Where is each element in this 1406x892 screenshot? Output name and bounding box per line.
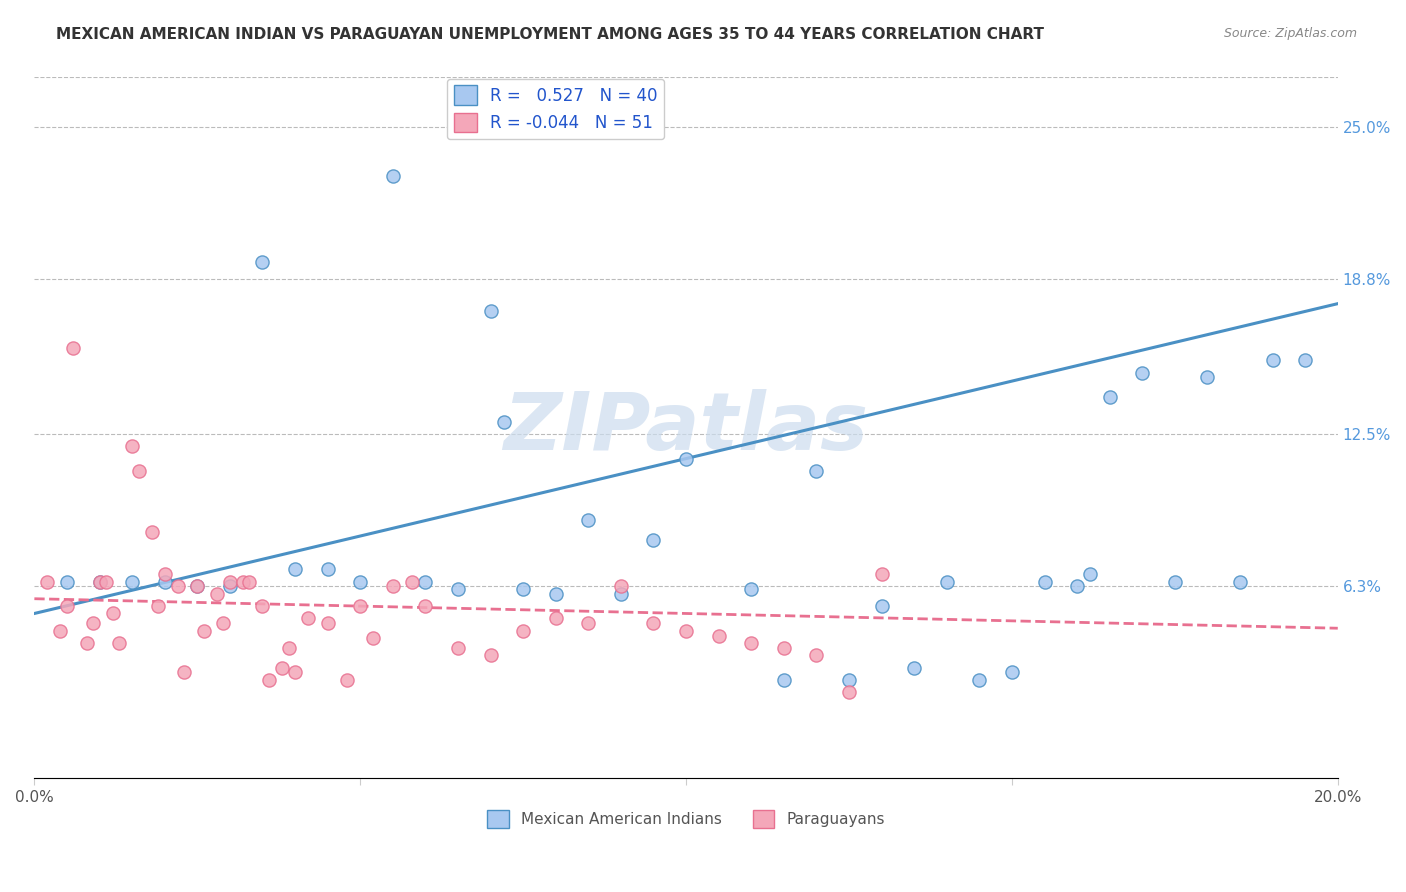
- Point: [173, 665, 195, 680]
- Point: [128, 464, 150, 478]
- Point: [284, 665, 307, 680]
- Point: [76, 636, 98, 650]
- Text: MEXICAN AMERICAN INDIAN VS PARAGUAYAN UNEMPLOYMENT AMONG AGES 35 TO 44 YEARS COR: MEXICAN AMERICAN INDIAN VS PARAGUAYAN UN…: [56, 27, 1045, 42]
- Point: [740, 636, 762, 650]
- Point: [238, 574, 260, 589]
- Point: [1033, 574, 1056, 589]
- Point: [284, 562, 307, 576]
- Point: [205, 587, 228, 601]
- Point: [49, 624, 72, 638]
- Point: [447, 640, 470, 655]
- Point: [903, 660, 925, 674]
- Text: ZIPatlas: ZIPatlas: [503, 389, 869, 467]
- Point: [492, 415, 515, 429]
- Point: [271, 660, 294, 674]
- Point: [479, 648, 502, 663]
- Point: [166, 579, 188, 593]
- Point: [870, 599, 893, 613]
- Point: [121, 439, 143, 453]
- Point: [349, 574, 371, 589]
- Point: [297, 611, 319, 625]
- Point: [1164, 574, 1187, 589]
- Point: [707, 629, 730, 643]
- Point: [381, 579, 404, 593]
- Point: [277, 640, 299, 655]
- Text: Source: ZipAtlas.com: Source: ZipAtlas.com: [1223, 27, 1357, 40]
- Point: [576, 513, 599, 527]
- Point: [153, 574, 176, 589]
- Point: [610, 587, 633, 601]
- Point: [610, 579, 633, 593]
- Point: [969, 673, 991, 687]
- Point: [870, 567, 893, 582]
- Point: [252, 599, 274, 613]
- Point: [643, 616, 665, 631]
- Point: [193, 624, 215, 638]
- Point: [186, 579, 208, 593]
- Legend: Mexican American Indians, Paraguayans: Mexican American Indians, Paraguayans: [481, 804, 891, 834]
- Point: [316, 616, 339, 631]
- Point: [361, 631, 384, 645]
- Point: [121, 574, 143, 589]
- Point: [316, 562, 339, 576]
- Point: [37, 574, 59, 589]
- Point: [1197, 370, 1219, 384]
- Point: [232, 574, 254, 589]
- Point: [512, 582, 534, 596]
- Point: [219, 574, 242, 589]
- Point: [772, 673, 794, 687]
- Point: [141, 525, 163, 540]
- Point: [576, 616, 599, 631]
- Point: [415, 599, 437, 613]
- Point: [675, 624, 697, 638]
- Point: [479, 304, 502, 318]
- Point: [212, 616, 235, 631]
- Point: [401, 574, 423, 589]
- Point: [153, 567, 176, 582]
- Point: [82, 616, 104, 631]
- Point: [544, 611, 567, 625]
- Point: [94, 574, 117, 589]
- Point: [349, 599, 371, 613]
- Point: [252, 255, 274, 269]
- Point: [1261, 353, 1284, 368]
- Point: [415, 574, 437, 589]
- Point: [935, 574, 957, 589]
- Point: [675, 451, 697, 466]
- Point: [186, 579, 208, 593]
- Point: [89, 574, 111, 589]
- Point: [148, 599, 170, 613]
- Point: [838, 685, 860, 699]
- Point: [1066, 579, 1088, 593]
- Point: [62, 341, 84, 355]
- Point: [108, 636, 131, 650]
- Point: [643, 533, 665, 547]
- Point: [89, 574, 111, 589]
- Point: [219, 579, 242, 593]
- Point: [1229, 574, 1251, 589]
- Point: [1294, 353, 1316, 368]
- Point: [56, 599, 79, 613]
- Point: [56, 574, 79, 589]
- Point: [772, 640, 794, 655]
- Point: [806, 464, 828, 478]
- Point: [512, 624, 534, 638]
- Point: [1078, 567, 1101, 582]
- Point: [1001, 665, 1024, 680]
- Point: [1098, 390, 1121, 404]
- Point: [447, 582, 470, 596]
- Point: [101, 607, 124, 621]
- Point: [806, 648, 828, 663]
- Point: [1130, 366, 1153, 380]
- Point: [740, 582, 762, 596]
- Point: [544, 587, 567, 601]
- Point: [381, 169, 404, 183]
- Point: [336, 673, 359, 687]
- Point: [838, 673, 860, 687]
- Point: [257, 673, 280, 687]
